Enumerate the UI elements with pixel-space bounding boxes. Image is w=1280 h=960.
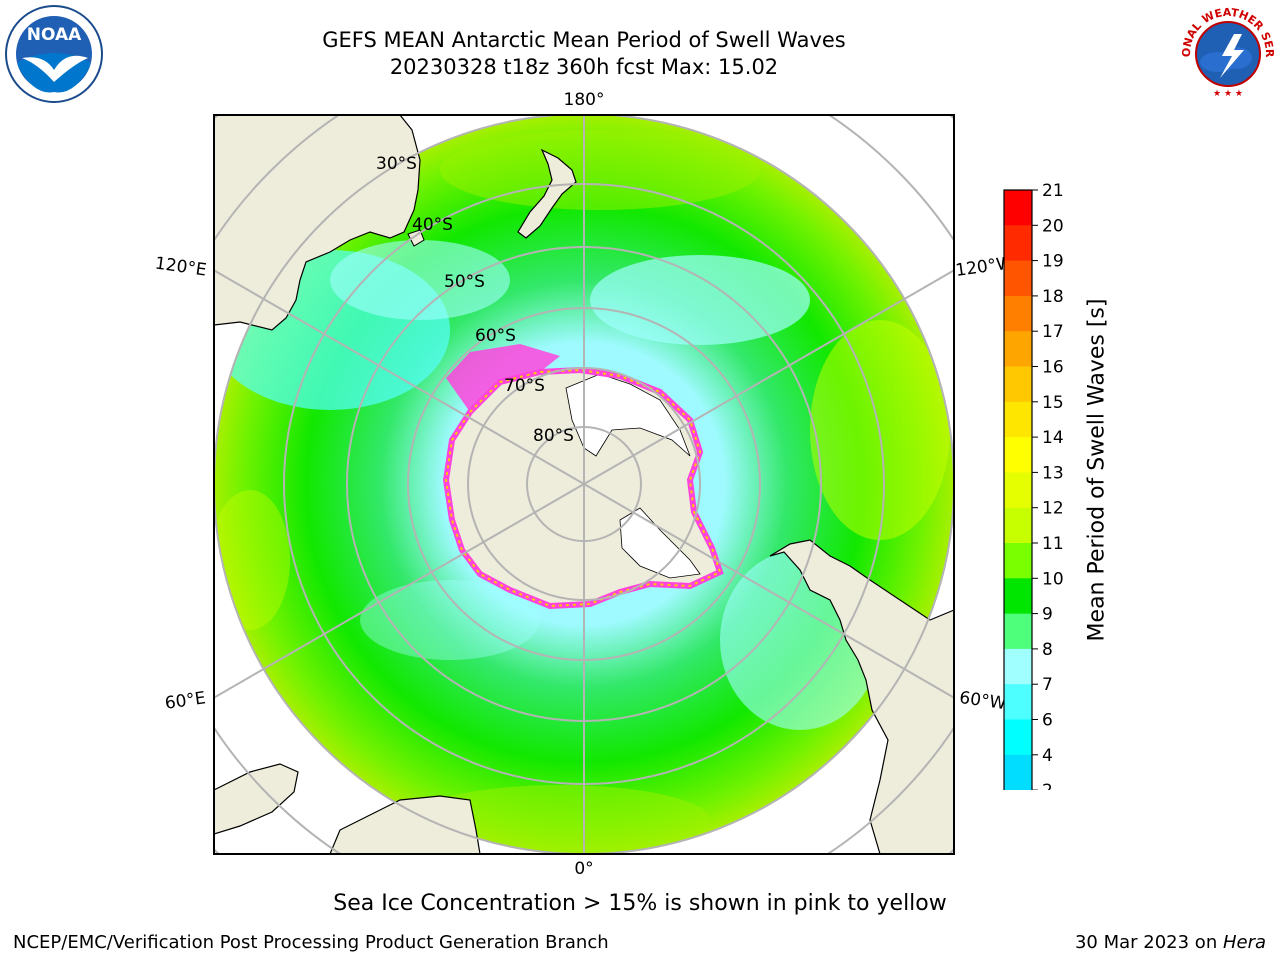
colorbar: 21 20 19 18 17 16 15 14 13 12 11 10 9 8 7 6 4 2	[1003, 181, 1064, 790]
colorbar-tick-label: 9	[1042, 605, 1053, 625]
lon-label-60e: 60°E	[164, 688, 207, 713]
colorbar-ticks: 21 20 19 18 17 16 15 14 13 12 11 10 9 8 7 6 4 2	[1032, 181, 1064, 790]
colorbar-tick-label: 17	[1042, 322, 1064, 342]
sea-ice-patch	[446, 344, 560, 412]
chart-title: GEFS MEAN Antarctic Mean Period of Swell…	[322, 28, 846, 52]
colorbar-bin	[1004, 613, 1032, 650]
lon-label-180: 180°	[564, 90, 605, 110]
colorbar-tick-label: 20	[1042, 216, 1064, 236]
lat-label-70s: 70°S	[504, 376, 545, 396]
south-america-landmass	[769, 520, 954, 854]
colorbar-tick-label: 2	[1042, 781, 1053, 790]
colorbar-bin	[1004, 684, 1032, 720]
colorbar-tick-label: 14	[1042, 428, 1064, 448]
colorbar-bin	[1004, 543, 1032, 579]
footer-date-text: 30 Mar 2023 on	[1074, 932, 1223, 953]
colorbar-tick-label: 4	[1042, 746, 1053, 766]
colorbar-bin	[1004, 437, 1032, 473]
colorbar-tick-label: 6	[1042, 711, 1053, 731]
colorbar-bin	[1004, 507, 1032, 544]
nws-logo: NATIONAL WEATHER SERVICE ★ ★ ★	[1178, 4, 1276, 102]
colorbar-bin	[1004, 719, 1032, 756]
colorbar-tick-label: 8	[1042, 640, 1053, 660]
colorbar-bin	[1004, 190, 1032, 226]
tasmania-landmass	[407, 229, 425, 247]
colorbar-tick-label: 18	[1042, 287, 1064, 307]
lon-label-120e: 120°E	[154, 254, 208, 281]
colorbar-bin	[1004, 366, 1032, 403]
colorbar-bin	[1004, 401, 1032, 438]
madagascar-landmass	[214, 763, 299, 835]
lat-label-50s: 50°S	[444, 272, 485, 292]
colorbar-bin	[1004, 225, 1032, 262]
weddell-ice-shelf	[619, 507, 701, 579]
colorbar-tick-label: 11	[1042, 534, 1064, 554]
colorbar-bin	[1004, 472, 1032, 509]
colorbar-tick-label: 16	[1042, 358, 1064, 378]
map-frame	[213, 114, 955, 855]
colorbar-bins	[1003, 189, 1033, 790]
colorbar-label: Mean Period of Swell Waves [s]	[1084, 298, 1110, 642]
colorbar-bin	[1004, 295, 1032, 332]
lightning-bolt-icon	[1220, 34, 1244, 78]
colorbar-bin	[1004, 331, 1032, 367]
colorbar-tick-label: 12	[1042, 499, 1064, 519]
lat-label-80s: 80°S	[533, 426, 574, 446]
footer-date: 30 Mar 2023 on Hera	[1075, 932, 1266, 954]
new-zealand-landmass	[517, 148, 577, 239]
africa-landmass	[329, 795, 481, 854]
colorbar-bin	[1004, 260, 1032, 297]
chart-subtitle: 20230328 t18z 360h fcst Max: 15.02	[389, 55, 779, 79]
lat-label-30s: 30°S	[376, 154, 417, 174]
colorbar-tick-label: 19	[1042, 252, 1064, 272]
australia-landmass	[214, 115, 421, 331]
colorbar-bin	[1004, 754, 1032, 790]
colorbar-tick-label: 13	[1042, 463, 1064, 483]
noaa-logo: NOAA	[5, 5, 103, 103]
svg-text:★ ★ ★: ★ ★ ★	[1213, 89, 1243, 99]
colorbar-tick-label: 10	[1042, 569, 1064, 589]
lat-label-40s: 40°S	[412, 215, 453, 235]
lon-label-0: 0°	[574, 859, 593, 879]
sea-ice-caption: Sea Ice Concentration > 15% is shown in …	[333, 891, 947, 916]
noaa-logo-text: NOAA	[27, 25, 82, 45]
colorbar-bin	[1004, 578, 1032, 615]
footer-machine: Hera	[1222, 932, 1266, 953]
colorbar-bin	[1004, 648, 1032, 685]
footer-credit: NCEP/EMC/Verification Post Processing Pr…	[13, 932, 609, 953]
colorbar-tick-label: 7	[1042, 675, 1053, 695]
lat-label-60s: 60°S	[475, 326, 516, 346]
colorbar-tick-label: 21	[1042, 181, 1064, 201]
sea-ice-edge	[442, 366, 724, 610]
colorbar-tick-label: 15	[1042, 393, 1064, 413]
